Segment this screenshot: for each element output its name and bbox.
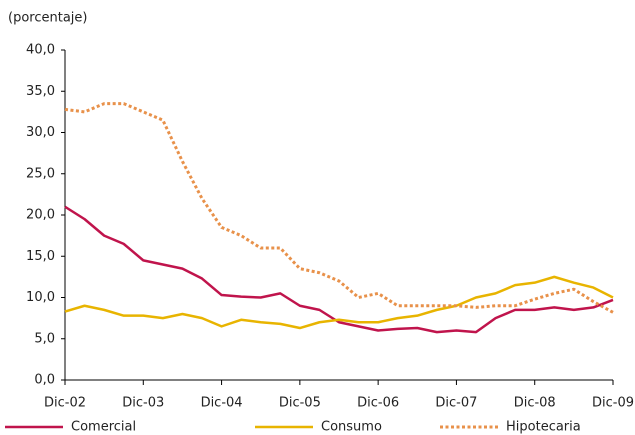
x-tick-label: Dic-03: [122, 396, 164, 411]
x-tick-label: Dic-08: [514, 396, 556, 411]
x-tick-label: Dic-07: [435, 396, 477, 411]
y-tick-label: 25,0: [26, 166, 55, 181]
y-tick-label: 40,0: [26, 43, 55, 58]
legend-label: Consumo: [321, 420, 382, 435]
y-tick-label: 15,0: [26, 249, 55, 264]
series-line: [64, 275, 614, 330]
x-tick-label: Dic-09: [592, 396, 634, 411]
series-line: [64, 205, 614, 334]
x-tick-label: Dic-05: [279, 396, 321, 411]
y-tick-label: 35,0: [26, 84, 55, 99]
legend-label: Hipotecaria: [506, 420, 581, 435]
series-line: [64, 102, 614, 314]
x-tick-label: Dic-06: [357, 396, 399, 411]
y-tick-label: 5,0: [34, 331, 55, 346]
y-tick-label: 10,0: [26, 290, 55, 305]
x-tick-label: Dic-04: [201, 396, 243, 411]
y-tick-label: 30,0: [26, 125, 55, 140]
x-tick-label: Dic-02: [44, 396, 86, 411]
legend-label: Comercial: [71, 420, 136, 435]
y-tick-label: 0,0: [34, 373, 55, 388]
y-axis-label: (porcentaje): [8, 11, 87, 26]
y-tick-label: 20,0: [26, 208, 55, 223]
